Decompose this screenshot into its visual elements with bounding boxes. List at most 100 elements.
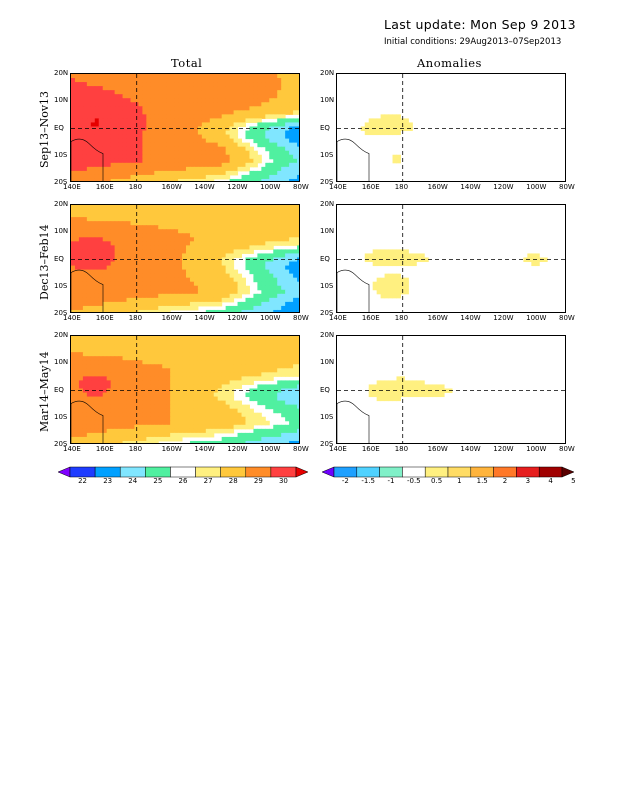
colorbar-anom-label: 0.5 xyxy=(431,477,443,485)
colorbar-total-label: 30 xyxy=(278,477,288,485)
y-tick-label: EQ xyxy=(54,254,64,263)
colorbar-swatch xyxy=(493,466,517,478)
heatmap-grid xyxy=(337,205,565,312)
colorbar-anom-label: -1.5 xyxy=(361,477,376,485)
x-tick-label: 180 xyxy=(128,183,143,191)
colorbar-total-label: 24 xyxy=(128,477,138,485)
anomaly-map-3 xyxy=(336,335,566,444)
y-tick-label: 10S xyxy=(54,412,68,421)
colorbar-anom-label: 1.5 xyxy=(476,477,488,485)
column-title-total: Total xyxy=(171,56,203,70)
y-tick-label: EQ xyxy=(54,123,64,132)
y-tick-label: 10N xyxy=(320,227,335,236)
colorbar-swatch xyxy=(295,466,308,478)
coastline xyxy=(71,138,104,181)
colorbar-swatch xyxy=(333,466,358,478)
y-tick-label: 20N xyxy=(320,69,335,77)
x-tick-label: 180 xyxy=(394,445,409,453)
colorbar-swatch xyxy=(561,466,574,478)
y-tick-label: 10N xyxy=(54,227,69,236)
colorbar-swatch xyxy=(58,466,71,478)
y-tick-label: EQ xyxy=(320,254,330,263)
x-tick-label: 160W xyxy=(427,445,448,453)
x-tick-label: 80W xyxy=(559,183,575,191)
x-tick-label: 140E xyxy=(329,314,347,322)
x-tick-label: 140E xyxy=(63,314,81,322)
y-tick-label: 20S xyxy=(320,309,334,317)
y-tick-label: EQ xyxy=(54,385,64,394)
y-tick-label: 20N xyxy=(54,69,69,77)
y-tick-label: 20N xyxy=(320,200,335,208)
heatmap-grid xyxy=(337,336,565,443)
colorbar-swatch xyxy=(119,466,146,478)
colorbar-swatch xyxy=(447,466,472,478)
x-tick-label: 160E xyxy=(361,183,380,191)
colorbar-anom-label: 2 xyxy=(502,477,508,485)
colorbar-swatch xyxy=(356,466,380,478)
colorbar-swatch xyxy=(424,466,449,478)
x-tick-label: 160E xyxy=(361,445,380,453)
x-tick-label: 160E xyxy=(95,183,114,191)
coastline xyxy=(337,138,370,181)
heatmap-grid xyxy=(71,336,299,443)
colorbar-swatch xyxy=(245,466,272,478)
y-tick-label: EQ xyxy=(320,123,330,132)
heatmap-grid xyxy=(71,205,299,312)
colorbar-total xyxy=(58,466,308,478)
x-tick-label: 80W xyxy=(293,445,309,453)
y-tick-label: 10N xyxy=(54,358,69,367)
y-tick-label: 10N xyxy=(54,96,69,105)
column-title-anomalies: Anomalies xyxy=(417,56,482,70)
x-tick-label: 180 xyxy=(128,445,143,453)
colorbar-anom-label: 3 xyxy=(525,477,531,485)
x-tick-label: 140W xyxy=(460,445,481,453)
y-tick-label: 20S xyxy=(54,178,68,186)
anomaly-map-2 xyxy=(336,204,566,313)
y-tick-label: 10S xyxy=(320,412,334,421)
colorbar-anom-label: -2 xyxy=(341,477,349,485)
row-label-3: Mar14–May14 xyxy=(38,351,51,432)
colorbar-total-label: 28 xyxy=(228,477,238,485)
x-tick-label: 100W xyxy=(260,445,281,453)
coastline xyxy=(337,400,370,443)
x-tick-label: 140E xyxy=(63,183,81,191)
x-tick-label: 160W xyxy=(427,183,448,191)
colorbar-anomalies xyxy=(322,466,574,478)
x-tick-label: 80W xyxy=(559,314,575,322)
x-tick-label: 80W xyxy=(559,445,575,453)
colorbar-total-label: 25 xyxy=(153,477,163,485)
y-tick-label: 20S xyxy=(54,440,68,448)
colorbar-swatch xyxy=(270,466,297,478)
colorbar-swatch xyxy=(69,466,96,478)
coastline xyxy=(71,269,104,312)
colorbar-swatch xyxy=(379,466,403,478)
y-tick-label: 20S xyxy=(320,440,334,448)
x-tick-label: 80W xyxy=(293,183,309,191)
x-tick-label: 120W xyxy=(227,314,248,322)
x-tick-label: 160E xyxy=(95,445,114,453)
x-tick-label: 180 xyxy=(128,314,143,322)
colorbar-swatch xyxy=(195,466,221,478)
x-tick-label: 140E xyxy=(329,183,347,191)
y-tick-label: 20N xyxy=(54,200,69,208)
colorbar-swatch xyxy=(220,466,247,478)
x-tick-label: 160W xyxy=(161,314,182,322)
colorbar-swatch xyxy=(516,466,540,478)
x-tick-label: 120W xyxy=(493,314,514,322)
colorbar-total-label: 23 xyxy=(103,477,113,485)
x-tick-label: 120W xyxy=(227,445,248,453)
x-tick-label: 160W xyxy=(161,445,182,453)
x-tick-label: 120W xyxy=(227,183,248,191)
y-tick-label: 10S xyxy=(54,281,68,290)
x-tick-label: 120W xyxy=(493,445,514,453)
row-label-1: Sep13–Nov13 xyxy=(38,90,51,168)
x-tick-label: 140W xyxy=(194,183,215,191)
x-tick-label: 140W xyxy=(460,314,481,322)
x-tick-label: 140W xyxy=(194,445,215,453)
x-tick-label: 100W xyxy=(526,314,547,322)
colorbar-swatch xyxy=(470,466,494,478)
x-tick-label: 140E xyxy=(63,445,81,453)
x-tick-label: 160E xyxy=(361,314,380,322)
colorbar-anom-label: -0.5 xyxy=(406,477,421,485)
x-tick-label: 80W xyxy=(293,314,309,322)
